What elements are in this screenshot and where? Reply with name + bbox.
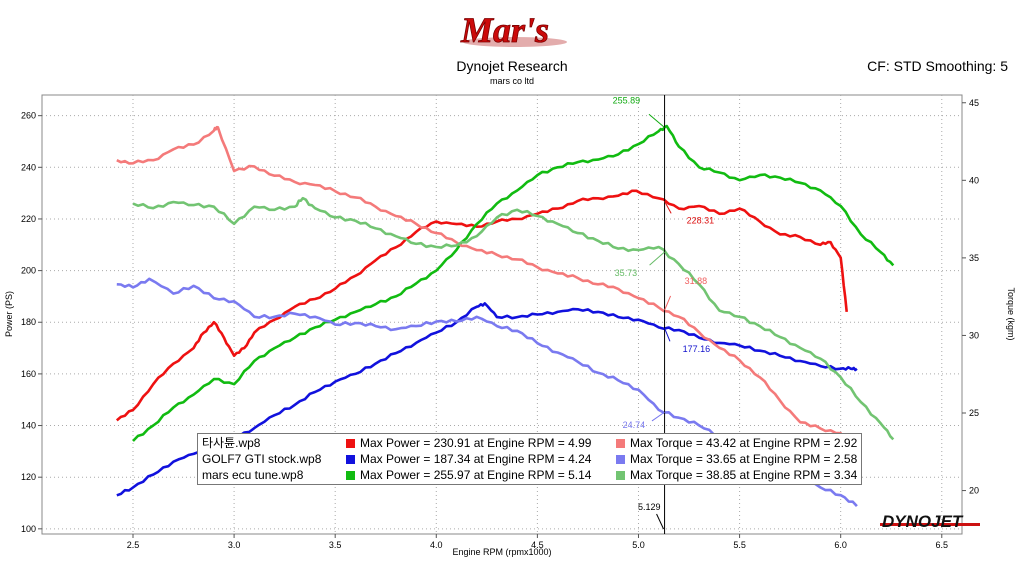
legend-row: 타사튠.wp8 Max Power = 230.91 at Engine RPM… — [202, 435, 857, 451]
y-tick-label: 220 — [21, 214, 36, 224]
svg-text:Mar's: Mar's — [460, 10, 549, 50]
correction-factor-label: CF: STD Smoothing: 5 — [867, 58, 1008, 74]
legend-max-torque: Max Torque = 33.65 at Engine RPM = 2.58 — [630, 452, 858, 466]
x-tick-label: 3.0 — [228, 540, 241, 550]
legend-power-swatch — [346, 438, 355, 448]
legend-power-swatch — [346, 454, 355, 464]
series-line — [132, 124, 895, 442]
series-line — [116, 125, 846, 460]
y2-tick-label: 45 — [969, 98, 979, 108]
legend-max-torque: Max Torque = 43.42 at Engine RPM = 2.92 — [630, 436, 858, 450]
cursor-leader — [649, 251, 665, 266]
y-axis-title: Power (PS) — [4, 291, 14, 337]
legend-power-swatch — [346, 470, 355, 480]
series-line — [116, 302, 858, 497]
x-tick-label: 5.5 — [733, 540, 746, 550]
y-tick-label: 180 — [21, 317, 36, 327]
y2-tick-label: 35 — [969, 253, 979, 263]
legend-torque-swatch — [616, 470, 625, 480]
legend-file-name: GOLF7 GTI stock.wp8 — [202, 452, 322, 466]
legend-row: mars ecu tune.wp8 Max Power = 255.97 at … — [202, 467, 857, 483]
series-line — [132, 196, 895, 441]
legend-max-power: Max Power = 230.91 at Engine RPM = 4.99 — [360, 436, 592, 450]
y2-tick-label: 30 — [969, 330, 979, 340]
x-tick-label: 4.0 — [430, 540, 443, 550]
series-line — [115, 189, 848, 422]
x-tick-label: 6.0 — [834, 540, 847, 550]
cursor-pointer — [656, 513, 665, 530]
ticks: 2.5 3.0 3.5 4.0 4.5 5.0 5.5 6.0 6.5 100 120 140 160 1… — [21, 98, 979, 550]
legend-row: GOLF7 GTI stock.wp8 Max Power = 187.34 a… — [202, 451, 857, 467]
y2-axis-title: Torque (kgm) — [1006, 287, 1016, 340]
legend: 타사튠.wp8 Max Power = 230.91 at Engine RPM… — [197, 433, 863, 485]
curves — [115, 124, 895, 507]
legend-max-power: Max Power = 255.97 at Engine RPM = 5.14 — [360, 468, 592, 482]
cursor-leader — [648, 113, 665, 128]
x-tick-label: 4.5 — [531, 540, 544, 550]
y-tick-label: 160 — [21, 369, 36, 379]
y2-tick-label: 40 — [969, 175, 979, 185]
x-tick-label: 6.5 — [936, 540, 949, 550]
svg-text:DYNOJET: DYNOJET — [882, 512, 964, 531]
brand-logo: Mar's — [460, 10, 567, 50]
cursor-point-label: 24.74 — [623, 420, 646, 430]
cursor-value-label: 5.129 — [638, 502, 661, 512]
y-tick-label: 240 — [21, 162, 36, 172]
x-tick-label: 2.5 — [127, 540, 140, 550]
cursor-leader — [664, 201, 672, 214]
legend-file-name: 타사튠.wp8 — [202, 436, 261, 450]
legend-max-power: Max Power = 187.34 at Engine RPM = 4.24 — [360, 452, 592, 466]
y2-tick-label: 20 — [969, 486, 979, 496]
cursor-point-label: 177.16 — [683, 344, 711, 354]
cursor-point-label: 255.89 — [613, 95, 641, 105]
cursor-leader — [651, 411, 665, 422]
chart-subtitle: mars co ltd — [489, 76, 534, 86]
chart-title: Dynojet Research — [456, 58, 568, 74]
y2-tick-label: 25 — [969, 408, 979, 418]
y-tick-label: 100 — [21, 524, 36, 534]
cursor-leader — [664, 327, 671, 342]
x-tick-label: 5.0 — [632, 540, 645, 550]
legend-max-torque: Max Torque = 38.85 at Engine RPM = 3.34 — [630, 468, 858, 482]
y-tick-label: 260 — [21, 111, 36, 121]
y-tick-label: 120 — [21, 472, 36, 482]
y-tick-label: 200 — [21, 266, 36, 276]
cursor-point-label: 35.73 — [615, 268, 638, 278]
legend-file-name: mars ecu tune.wp8 — [202, 468, 304, 482]
x-axis-title: Engine RPM (rpmx1000) — [452, 547, 551, 557]
cursor: 5.129 255.89 228.31 35.73 31.88 177.16 24.74 — [613, 95, 715, 534]
dynojet-logo: DYNOJET — [880, 512, 980, 531]
legend-torque-swatch — [616, 438, 625, 448]
x-tick-label: 3.5 — [329, 540, 342, 550]
cursor-point-label: 31.88 — [685, 276, 708, 286]
cursor-point-label: 228.31 — [687, 215, 715, 225]
y-tick-label: 140 — [21, 421, 36, 431]
legend-torque-swatch — [616, 454, 625, 464]
cursor-leader — [664, 295, 672, 311]
